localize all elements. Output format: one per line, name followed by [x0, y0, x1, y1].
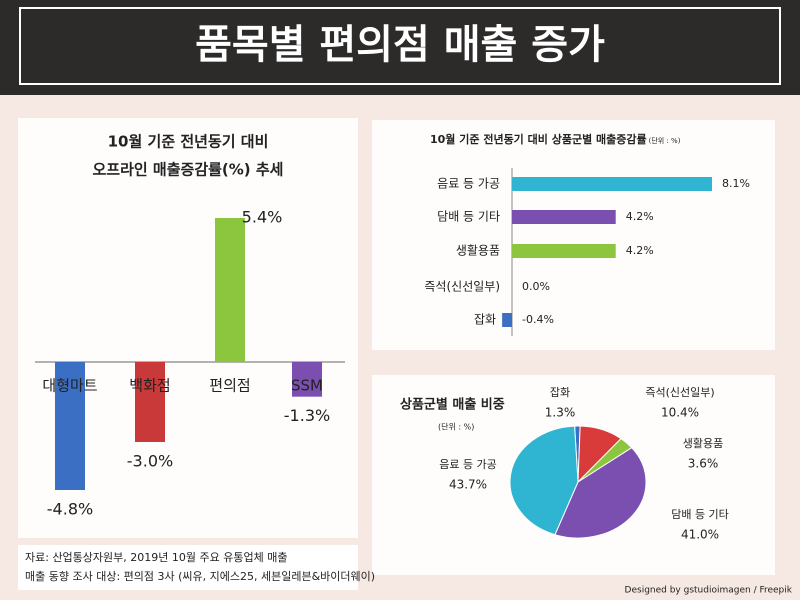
bar — [292, 362, 322, 397]
bar — [215, 218, 245, 362]
category-label: 음료 등 가공 — [439, 458, 497, 471]
value-label: 43.7% — [449, 478, 487, 492]
category-label: 생활용품 — [456, 244, 500, 258]
category-label: 백화점 — [129, 377, 170, 395]
category-label: 잡화 — [474, 313, 496, 327]
category-label: 담배 등 기타 — [437, 210, 500, 224]
value-label: 4.2% — [626, 210, 654, 223]
bar — [502, 313, 512, 327]
category-label: 담배 등 기타 — [671, 508, 729, 521]
chart-subtitle: (단위 : %) — [438, 422, 474, 432]
value-label: 1.3% — [545, 406, 576, 420]
bar — [55, 362, 85, 490]
chart-title: 상품군별 매출 비중 — [400, 397, 505, 413]
bar — [512, 210, 616, 224]
chart-title: 10월 기준 전년동기 대비 — [108, 133, 269, 151]
bar — [512, 244, 616, 258]
page-title: 품목별 편의점 매출 증가 — [195, 22, 605, 68]
value-label: 10.4% — [661, 406, 699, 420]
category-label: 음료 등 가공 — [437, 177, 500, 191]
value-label: 8.1% — [722, 177, 750, 190]
credit: Designed by gstudioimagen / Freepik — [625, 586, 793, 596]
value-label: 5.4% — [242, 208, 283, 227]
footnote: 매출 동향 조사 대상: 편의점 3사 (씨유, 지에스25, 세븐일레븐&바이… — [25, 569, 375, 583]
value-label: -0.4% — [522, 313, 554, 326]
category-label: 즉석(신선일부) — [645, 385, 714, 399]
chart-title: 오프라인 매출증감률(%) 추세 — [93, 161, 284, 179]
value-label: 41.0% — [681, 528, 719, 542]
category-label: SSM — [291, 377, 323, 395]
footnote-box — [18, 545, 358, 590]
category-label: 즉석(신선일부) — [424, 280, 500, 294]
bar — [512, 177, 712, 191]
header-frame — [19, 7, 781, 85]
value-label: -4.8% — [47, 500, 93, 519]
footnote: 자료: 산업통상자원부, 2019년 10월 주요 유통업체 매출 — [25, 551, 287, 564]
value-label: -3.0% — [127, 452, 173, 471]
pie-slice — [554, 447, 647, 539]
value-label: 4.2% — [626, 244, 654, 257]
category-label: 생활용품 — [683, 436, 723, 450]
value-label: 0.0% — [522, 280, 550, 293]
chart-subtitle: (단위 : %) — [649, 136, 681, 145]
chart-title: 10월 기준 전년동기 대비 상품군별 매출증감률 — [430, 132, 647, 146]
value-label: -1.3% — [284, 406, 330, 425]
category-label: 편의점 — [209, 377, 250, 395]
category-label: 잡화 — [550, 386, 570, 399]
bar — [135, 362, 165, 442]
panel — [372, 120, 775, 350]
header-band — [0, 0, 800, 95]
value-label: 3.6% — [688, 457, 719, 471]
category-label: 대형마트 — [42, 377, 97, 395]
pie-slice — [509, 425, 579, 536]
